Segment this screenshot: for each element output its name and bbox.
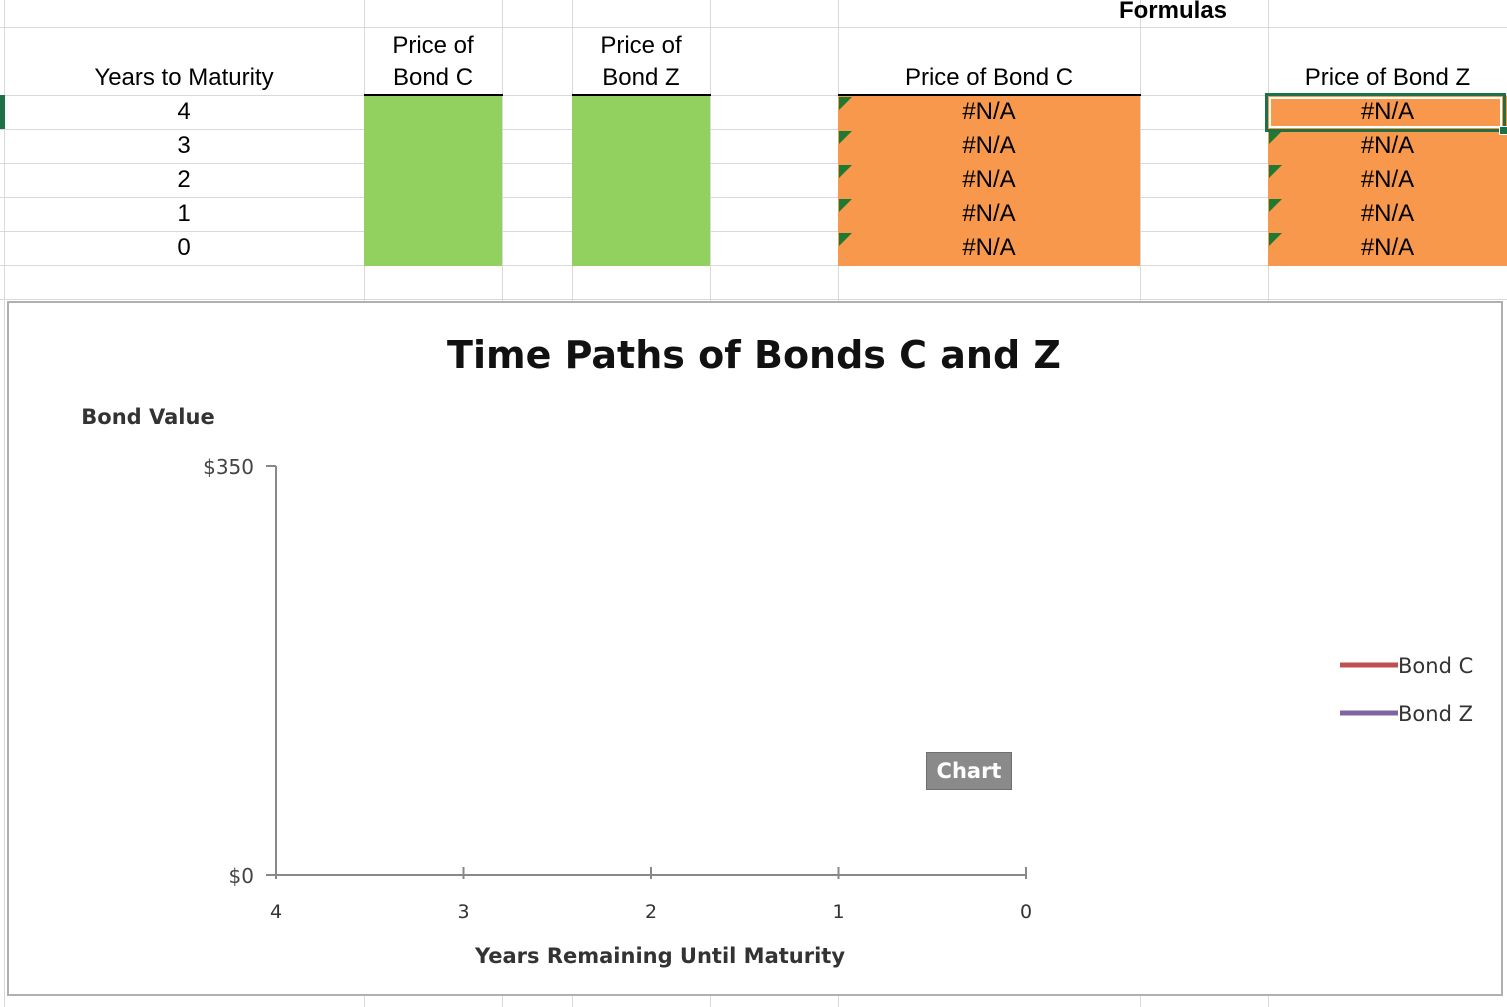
formula-z-cell[interactable]: #N/A [1360, 132, 1415, 159]
formula-cells-bond-z[interactable] [1268, 96, 1507, 266]
header-formula-price-bond-c[interactable]: Price of Bond C [904, 64, 1074, 91]
header-price-bond-z-line2: Bond Z [602, 64, 680, 91]
years-cell[interactable]: 3 [177, 132, 191, 159]
years-cell[interactable]: 1 [177, 200, 191, 227]
error-indicator-icon[interactable] [1269, 199, 1282, 212]
error-indicator-icon[interactable] [839, 199, 852, 212]
formula-c-cell[interactable]: #N/A [962, 98, 1016, 125]
header-formula-price-bond-z[interactable]: Price of Bond Z [1304, 64, 1471, 91]
formula-c-cell[interactable]: #N/A [962, 200, 1016, 227]
formula-z-cell[interactable]: #N/A [1360, 166, 1415, 193]
formula-c-cell[interactable]: #N/A [962, 234, 1016, 261]
years-cell[interactable]: 2 [177, 166, 191, 193]
years-cell[interactable]: 0 [177, 234, 191, 261]
formula-z-cell[interactable]: #N/A [1360, 234, 1415, 261]
x-tick-label: 1 [832, 901, 844, 923]
y-axis-label: Bond Value [81, 405, 214, 429]
error-indicator-icon[interactable] [839, 97, 852, 110]
header-underline-formula-c [838, 94, 1141, 96]
header-price-bond-c[interactable]: Price of Bond C [364, 30, 502, 94]
error-indicator-icon[interactable] [839, 165, 852, 178]
header-price-bond-z-line1: Price of [600, 32, 682, 59]
formula-z-cell[interactable]: #N/A [1360, 200, 1415, 227]
years-cell[interactable]: 4 [177, 98, 191, 125]
formula-z-cell[interactable]: #N/A [1360, 98, 1415, 125]
header-underline-bond-c [364, 94, 503, 96]
error-indicator-icon[interactable] [1269, 233, 1282, 246]
legend-label: Bond Z [1398, 702, 1473, 726]
y-tick-label: $0 [229, 864, 254, 888]
formula-c-cell[interactable]: #N/A [962, 132, 1016, 159]
error-indicator-icon[interactable] [839, 131, 852, 144]
input-cells-bond-z[interactable] [572, 96, 710, 266]
fill-handle[interactable] [1499, 126, 1507, 135]
error-indicator-icon[interactable] [1269, 165, 1282, 178]
chart-title: Time Paths of Bonds C and Z [447, 333, 1061, 377]
active-row-marker [0, 95, 5, 129]
legend-label: Bond C [1398, 654, 1473, 678]
formula-c-cell[interactable]: #N/A [962, 166, 1016, 193]
input-cells-bond-c[interactable] [364, 96, 502, 266]
error-indicator-icon[interactable] [839, 233, 852, 246]
formulas-label: Formulas [1118, 0, 1228, 24]
header-price-bond-c-line2: Bond C [392, 64, 474, 91]
error-indicator-icon[interactable] [1269, 131, 1282, 144]
chart-svg: Time Paths of Bonds C and Z Bond Value Y… [81, 333, 1473, 968]
x-tick-label: 4 [270, 901, 282, 923]
header-price-bond-c-line1: Price of [392, 32, 474, 59]
x-tick-label: 0 [1020, 901, 1032, 923]
header-years-to-maturity[interactable]: Years to Maturity [94, 64, 274, 91]
selected-cell-outline[interactable] [1265, 93, 1506, 132]
chart-area[interactable]: Time Paths of Bonds C and Z Bond Value Y… [7, 301, 1503, 996]
x-tick-label: 3 [457, 901, 469, 923]
x-tick-label: 2 [645, 901, 657, 923]
header-underline-bond-z [572, 94, 711, 96]
y-tick-label: $350 [203, 455, 254, 479]
formula-cells-bond-c[interactable] [838, 96, 1140, 266]
x-axis-label: Years Remaining Until Maturity [474, 944, 845, 968]
chart-badge[interactable]: Chart [926, 752, 1012, 790]
header-price-bond-z[interactable]: Price of Bond Z [572, 30, 710, 94]
